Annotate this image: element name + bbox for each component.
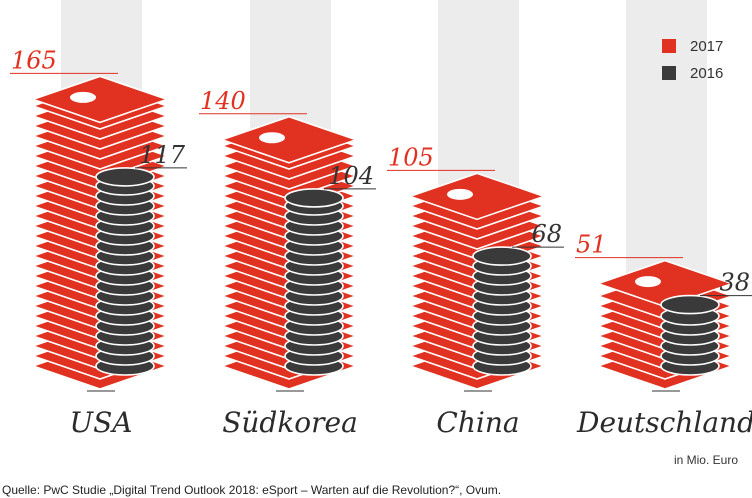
bar-2016-0 — [95, 167, 155, 376]
legend-label-2016: 2016 — [690, 65, 723, 82]
bar-2016-2 — [472, 246, 532, 376]
category-label-0: USA — [70, 406, 133, 439]
coin-top — [660, 294, 720, 315]
stacks-layer — [30, 75, 735, 390]
legend-swatch-2016 — [662, 66, 676, 80]
value-label-2016-2: 68 — [531, 220, 562, 248]
bill-hole — [447, 188, 473, 200]
coin-top — [284, 188, 344, 208]
legend: 2017 2016 — [662, 38, 723, 82]
source-note: Quelle: PwC Studie „Digital Trend Outloo… — [2, 483, 501, 497]
labels-layer: 165 117 USA 140 104 Südkorea 105 68 China 51 38 Deu… — [10, 46, 752, 439]
bill-top — [30, 75, 170, 124]
coin-top — [95, 167, 155, 187]
value-label-2017-1: 140 — [200, 87, 246, 115]
value-label-2017-0: 165 — [11, 46, 57, 74]
bill-hole — [70, 91, 96, 103]
value-label-2016-1: 104 — [328, 162, 374, 190]
value-label-2016-3: 38 — [719, 269, 750, 297]
bar-2016-1 — [284, 188, 344, 376]
value-label-2017-3: 51 — [576, 231, 607, 259]
unit-label: in Mio. Euro — [674, 453, 738, 467]
value-label-2017-2: 105 — [388, 143, 434, 171]
bill-top — [595, 259, 735, 308]
bill-top — [407, 172, 547, 221]
legend-label-2017: 2017 — [690, 38, 723, 55]
bill-top — [219, 115, 359, 164]
bill-hole — [259, 132, 285, 144]
category-label-3: Deutschland — [576, 406, 752, 439]
value-label-2016-0: 117 — [139, 141, 186, 169]
bill-hole — [635, 276, 661, 288]
legend-swatch-2017 — [662, 39, 676, 53]
category-label-1: Südkorea — [222, 406, 358, 439]
category-label-2: China — [436, 406, 519, 439]
bar-2016-3 — [660, 294, 720, 376]
coin-top — [472, 246, 532, 266]
